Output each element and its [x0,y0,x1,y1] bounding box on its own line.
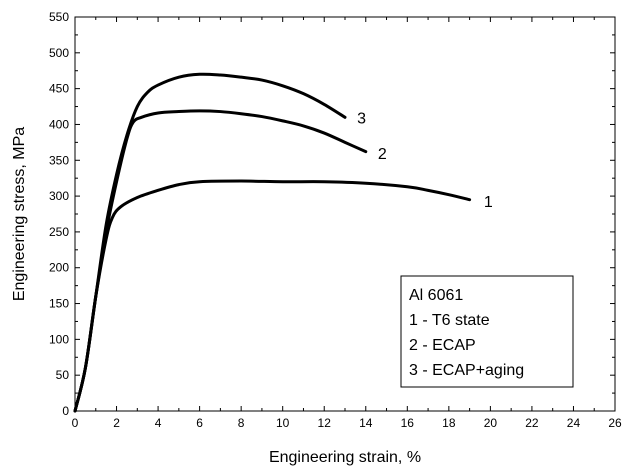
x-tick-label: 6 [196,416,203,430]
x-tick-label: 20 [484,416,498,430]
legend-line-1: Al 6061 [409,287,463,304]
axis-tick-labels: 0 2 4 6 8 10 12 14 16 18 20 22 24 2605010015020025030… [49,10,622,430]
y-tick-label: 550 [49,10,69,24]
x-tick-label: 12 [318,416,332,430]
x-tick-label: 22 [525,416,539,430]
y-tick-label: 50 [56,368,70,382]
y-tick-label: 100 [49,332,69,346]
legend-line-3: 2 - ECAP [409,337,476,354]
legend-box: Al 6061 1 - T6 state 2 - ECAP 3 - ECAP+a… [400,275,574,388]
curve-2 [73,109,368,413]
legend-line-4: 3 - ECAP+aging [409,362,524,379]
x-tick-label: 16 [401,416,415,430]
y-tick-label: 350 [49,153,69,167]
x-tick-label: 4 [155,416,162,430]
x-tick-label: 14 [359,416,373,430]
curve-label-3: 3 [357,110,366,127]
x-tick-label: 10 [276,416,290,430]
x-tick-label: 24 [567,416,581,430]
legend-line-2: 1 - T6 state [409,312,490,329]
x-tick-label: 18 [442,416,456,430]
x-tick-label: 26 [608,416,622,430]
curve-label-2: 2 [378,146,387,163]
y-tick-label: 200 [49,261,69,275]
y-axis-title: Engineering stress, MPa [11,127,28,301]
curve-3 [73,72,347,413]
y-tick-label: 250 [49,225,69,239]
x-tick-label: 0 [72,416,79,430]
x-tick-label: 8 [238,416,245,430]
x-tick-label: 2 [113,416,120,430]
y-tick-label: 150 [49,297,69,311]
data-curves [73,72,472,413]
y-tick-label: 400 [49,117,69,131]
y-tick-label: 300 [49,189,69,203]
y-tick-label: 0 [62,404,69,418]
legend-frame [400,275,574,388]
curve-label-1: 1 [484,194,493,211]
axis-ticks [74,16,616,412]
x-axis-title: Engineering strain, % [269,449,421,466]
y-tick-label: 500 [49,46,69,60]
y-tick-label: 450 [49,82,69,96]
curve-number-labels: 1 2 3 [357,110,493,211]
